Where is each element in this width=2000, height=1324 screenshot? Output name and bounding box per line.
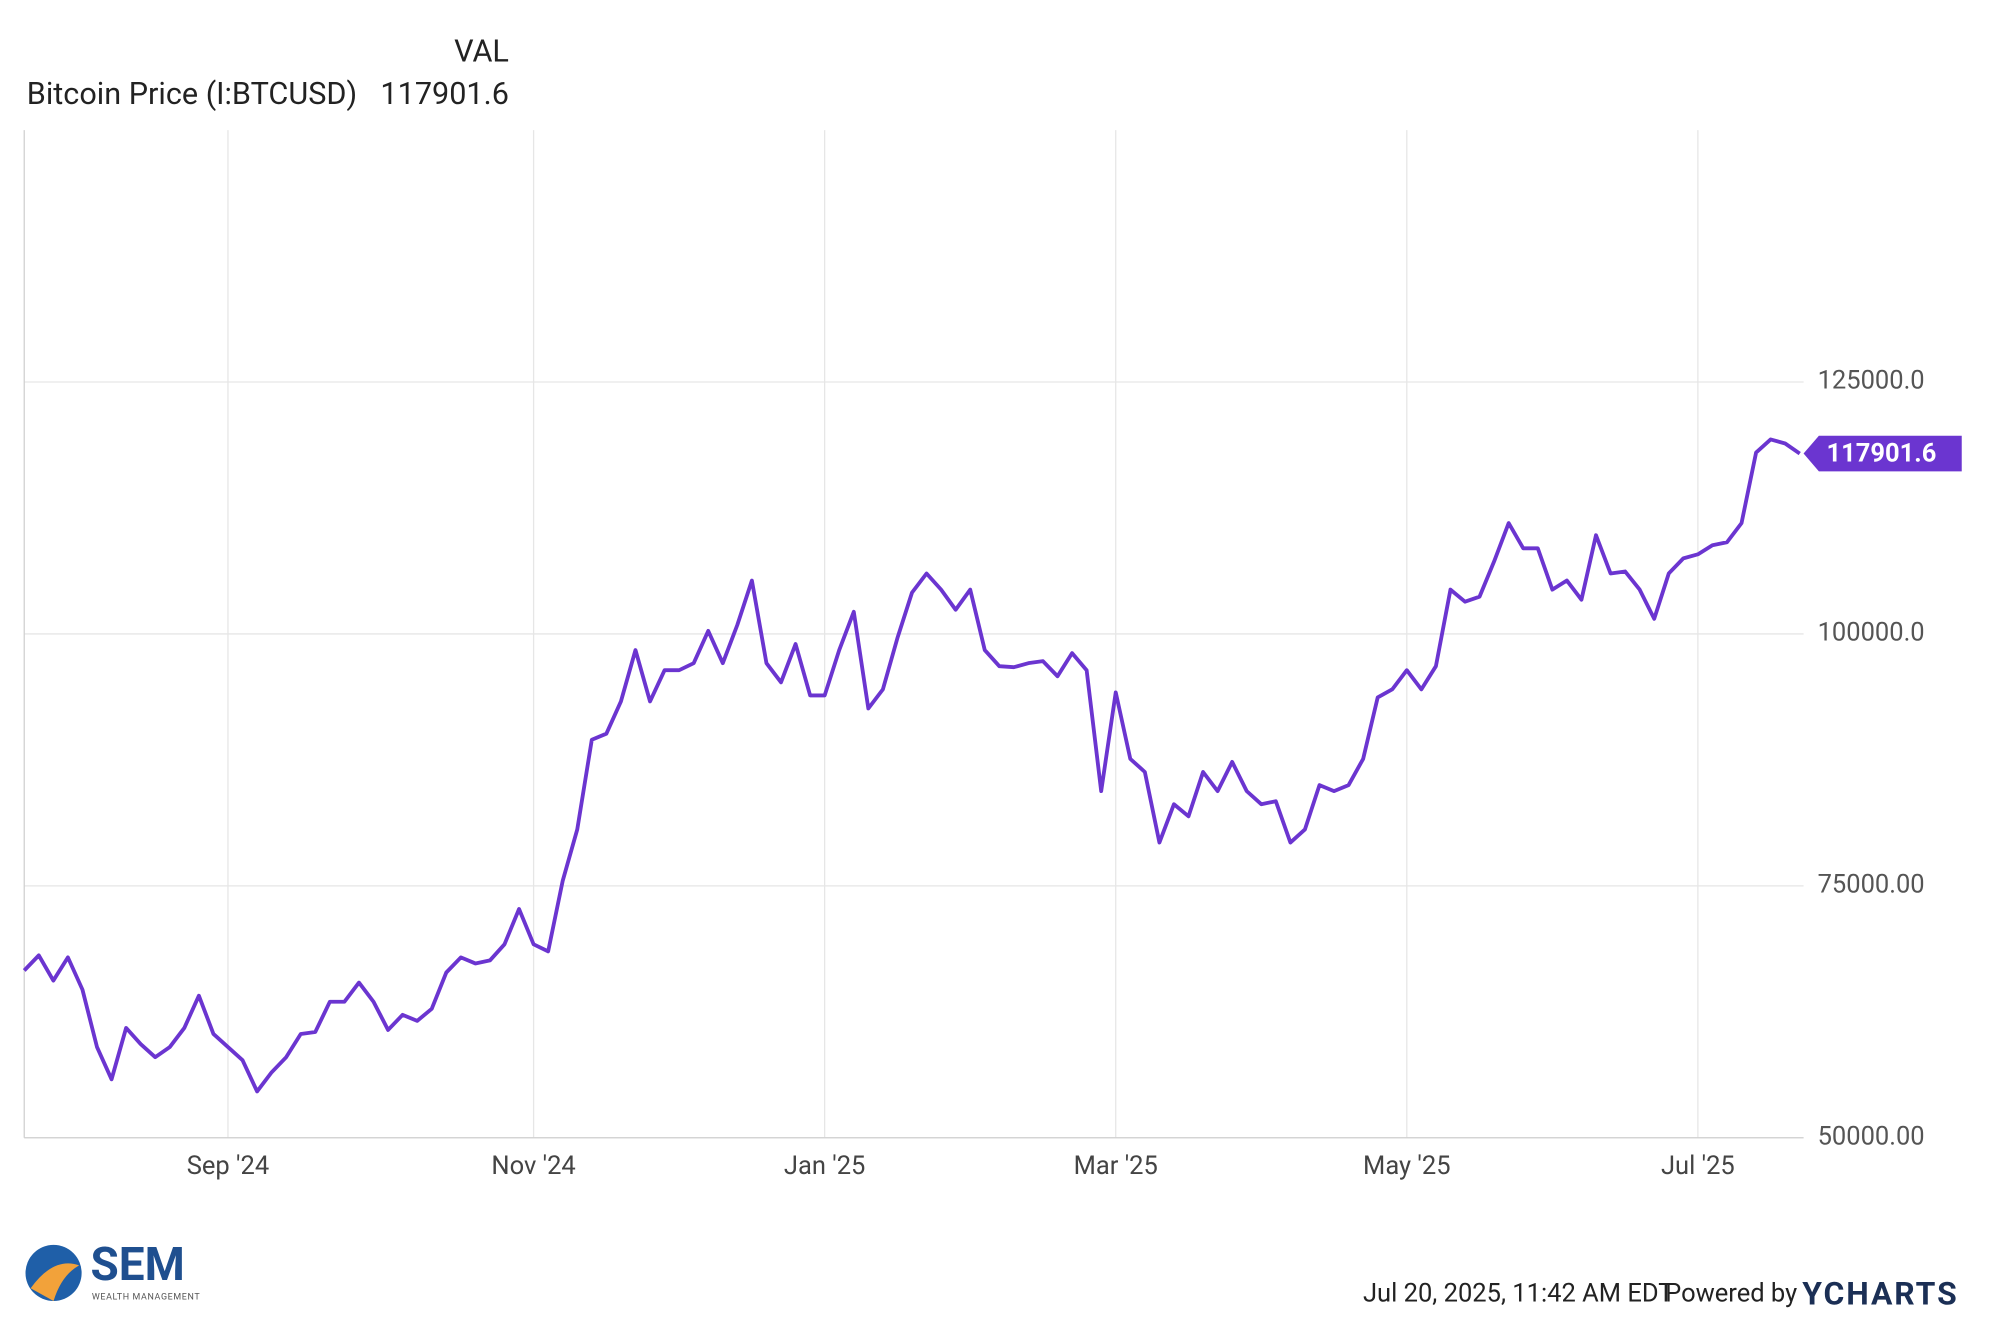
footer-timestamp: Jul 20, 2025, 11:42 AM EDT xyxy=(1363,1278,1673,1308)
x-tick-label: May '25 xyxy=(1363,1151,1450,1181)
x-tick-label: Jul '25 xyxy=(1661,1151,1735,1181)
last-value-badge xyxy=(1803,435,1962,472)
y-tick-label: 125000.0 xyxy=(1818,366,1925,396)
footer-powered-by: Powered by xyxy=(1665,1278,1797,1308)
x-tick-label: Mar '25 xyxy=(1074,1151,1158,1181)
logo-swoosh xyxy=(30,1263,80,1302)
grid xyxy=(24,130,1804,1139)
legend-header: VAL xyxy=(454,35,509,70)
legend-entry: Bitcoin Price (I:BTCUSD) xyxy=(27,77,357,112)
y-tick-label: 75000.00 xyxy=(1818,870,1925,900)
sem-logo: SEM WEALTH MANAGEMENT xyxy=(25,1238,201,1303)
price-line xyxy=(22,437,1801,1094)
y-tick-label: 50000.00 xyxy=(1818,1121,1925,1151)
y-tick-label: 100000.0 xyxy=(1818,618,1925,648)
footer-brand: YCHARTS xyxy=(1802,1274,1958,1312)
legend-value: 117901.6 xyxy=(380,77,509,112)
logo-name: SEM xyxy=(91,1238,185,1292)
logo-tagline: WEALTH MANAGEMENT xyxy=(92,1293,201,1303)
x-tick-label: Jan '25 xyxy=(784,1151,865,1181)
x-tick-label: Nov '24 xyxy=(491,1151,575,1181)
last-value-label: 117901.6 xyxy=(1827,439,1937,469)
x-tick-label: Sep '24 xyxy=(187,1151,269,1181)
